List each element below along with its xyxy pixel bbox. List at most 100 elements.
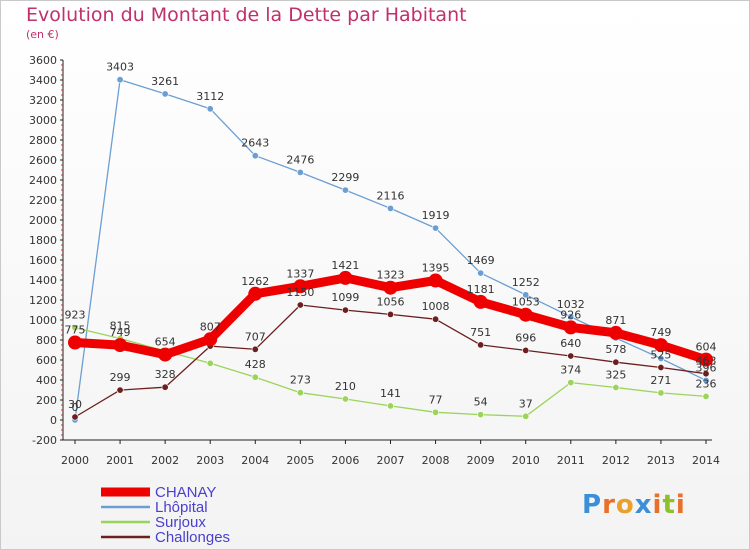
data-label: 578 <box>605 343 626 356</box>
logo-letter: i <box>652 490 663 520</box>
y-tick-label: 600 <box>36 354 57 367</box>
x-tick-label: 2002 <box>151 454 179 467</box>
y-tick-label: 800 <box>36 334 57 347</box>
data-point <box>251 373 259 381</box>
data-point <box>432 224 440 232</box>
data-label: 3261 <box>151 75 179 88</box>
y-tick-label: 2000 <box>29 214 57 227</box>
data-label: 463 <box>696 355 717 368</box>
legend-entry: Surjoux <box>155 514 206 531</box>
y-tick-label: -200 <box>32 434 57 447</box>
data-label: 236 <box>696 377 717 390</box>
data-label: 749 <box>110 326 131 339</box>
data-label: 775 <box>65 324 86 337</box>
y-tick-label: 2600 <box>29 154 57 167</box>
data-point <box>608 325 623 340</box>
data-point <box>657 354 665 362</box>
data-point <box>612 358 620 366</box>
x-tick-label: 2012 <box>602 454 630 467</box>
legend-entry: Challonges <box>155 529 230 546</box>
x-tick-label: 2005 <box>286 454 314 467</box>
x-tick-label: 2011 <box>557 454 585 467</box>
data-label: 3403 <box>106 61 134 74</box>
data-point <box>432 408 440 416</box>
data-label: 604 <box>696 341 717 354</box>
data-label: 1337 <box>286 267 314 280</box>
data-point <box>341 306 349 314</box>
data-point <box>161 383 169 391</box>
data-point <box>68 335 82 350</box>
data-point <box>296 389 304 397</box>
data-label: 1919 <box>422 209 450 222</box>
data-label: 1262 <box>241 275 269 288</box>
data-label: 1099 <box>331 291 359 304</box>
data-point <box>702 392 710 400</box>
data-point <box>567 352 575 360</box>
data-label: 428 <box>245 358 266 371</box>
data-label: 696 <box>515 331 536 344</box>
y-tick-label: 1200 <box>29 294 57 307</box>
data-point <box>296 301 304 309</box>
chart-subtitle: (en €) <box>26 28 59 41</box>
data-point <box>71 413 79 421</box>
data-point <box>296 168 304 176</box>
data-label: 2299 <box>331 171 359 184</box>
data-point <box>386 402 394 410</box>
data-point <box>251 345 259 353</box>
data-label: 751 <box>470 326 491 339</box>
data-point <box>158 347 173 362</box>
data-point <box>653 338 668 353</box>
data-point <box>522 346 530 354</box>
x-tick-label: 2010 <box>512 454 540 467</box>
x-tick-label: 2014 <box>692 454 720 467</box>
x-tick-label: 2008 <box>422 454 450 467</box>
y-tick-label: 0 <box>50 414 57 427</box>
y-tick-label: 3000 <box>29 114 57 127</box>
data-label: 1421 <box>331 259 359 272</box>
data-point <box>612 383 620 391</box>
data-label: 871 <box>605 314 626 327</box>
data-label: 0 <box>72 401 79 414</box>
x-tick-label: 2007 <box>377 454 405 467</box>
data-point <box>563 320 578 335</box>
data-point <box>567 313 575 321</box>
chart-title: Evolution du Montant de la Dette par Hab… <box>26 4 467 26</box>
data-point <box>338 270 353 285</box>
data-point <box>477 269 485 277</box>
data-label: 54 <box>474 396 488 409</box>
data-label: 374 <box>560 364 581 377</box>
x-tick-label: 2000 <box>61 454 89 467</box>
data-label: 273 <box>290 374 311 387</box>
data-point <box>113 338 128 353</box>
data-label: 325 <box>605 369 626 382</box>
data-label: 2476 <box>286 153 314 166</box>
data-label: 640 <box>560 337 581 350</box>
data-point <box>432 315 440 323</box>
data-point <box>657 363 665 371</box>
legend-entry: Lhôpital <box>155 499 208 516</box>
x-tick-label: 2001 <box>106 454 134 467</box>
data-label: 210 <box>335 380 356 393</box>
y-tick-label: 1800 <box>29 234 57 247</box>
y-tick-label: 3600 <box>29 54 57 67</box>
data-point <box>428 273 443 288</box>
logo-letter: o <box>615 490 635 520</box>
data-point <box>71 324 79 332</box>
data-label: 328 <box>155 368 176 381</box>
data-label: 141 <box>380 387 401 400</box>
data-label: 299 <box>110 371 131 384</box>
data-point <box>522 291 530 299</box>
data-point <box>702 370 710 378</box>
data-label: 1053 <box>512 296 540 309</box>
data-label: 654 <box>155 336 176 349</box>
logo-letter: P <box>582 490 603 520</box>
x-tick-label: 2009 <box>467 454 495 467</box>
logo-letter: x <box>634 490 653 520</box>
logo-letter: i <box>675 490 686 520</box>
data-label: 1252 <box>512 276 540 289</box>
data-point <box>567 379 575 387</box>
legend-entry: CHANAY <box>155 484 216 501</box>
data-label: 77 <box>429 393 443 406</box>
